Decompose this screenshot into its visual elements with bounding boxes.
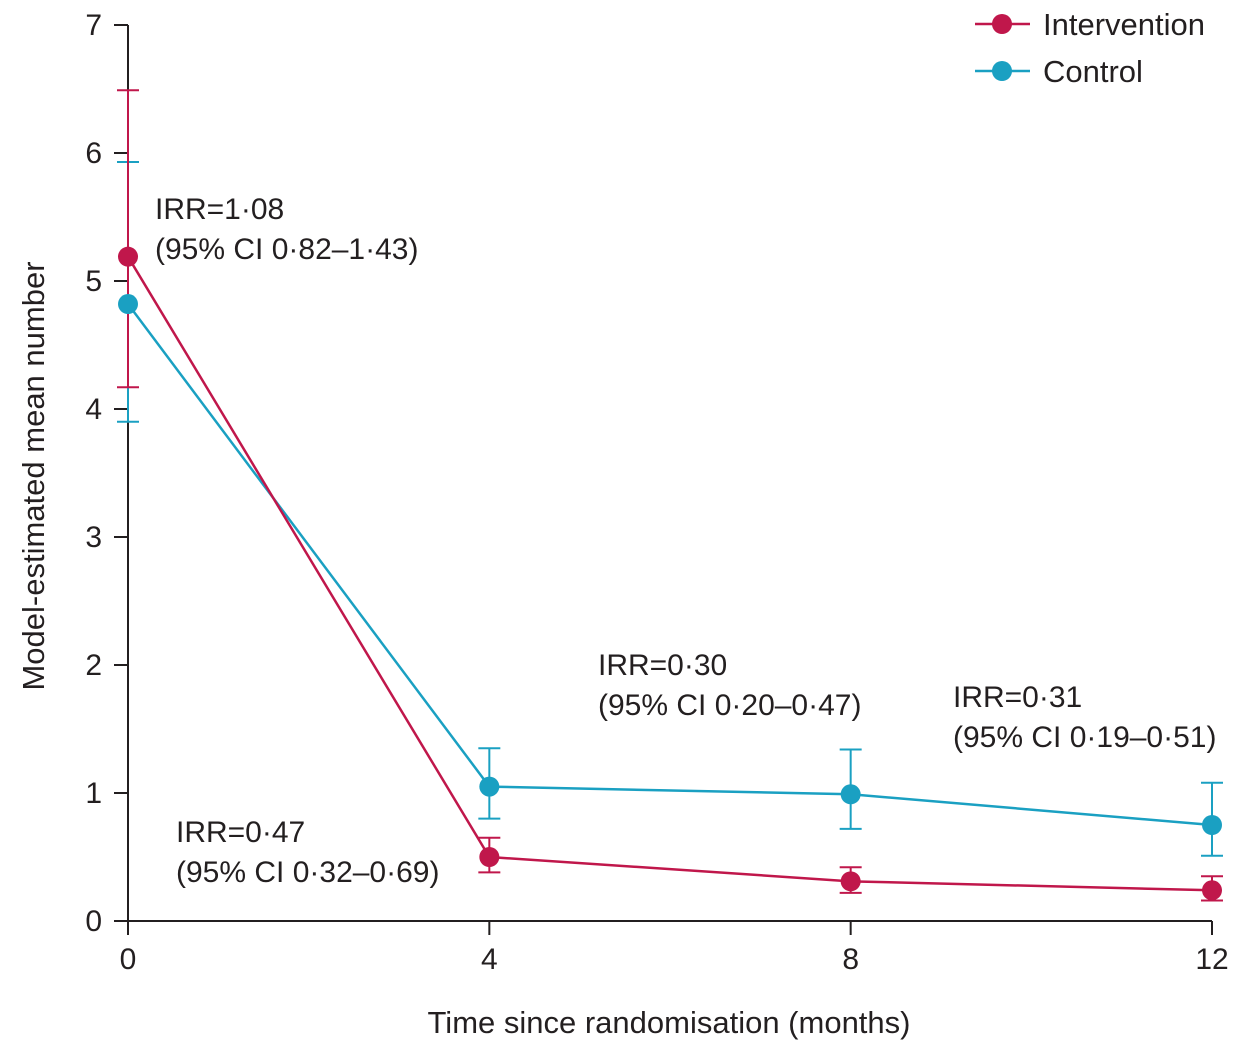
data-point-control <box>840 784 861 805</box>
y-tick-label: 5 <box>85 265 102 298</box>
irr-annotation: IRR=0·30 (95% CI 0·20–0·47) <box>598 649 861 722</box>
legend-item-intervention: Intervention <box>975 7 1205 42</box>
irr-value: IRR=0·31 <box>953 681 1082 714</box>
x-tick-label: 4 <box>481 943 498 976</box>
irr-ci: (95% CI 0·20–0·47) <box>598 689 861 722</box>
data-point-intervention <box>118 246 138 267</box>
series-line-control <box>126 303 1213 827</box>
x-axis-title: Time since randomisation (months) <box>428 1005 911 1040</box>
irr-ci: (95% CI 0·32–0·69) <box>176 856 439 889</box>
x-tick-label: 8 <box>842 943 859 976</box>
data-point-control <box>1202 815 1222 835</box>
series-line-intervention <box>126 256 1213 892</box>
irr-annotation: IRR=1·08 (95% CI 0·82–1·43) <box>155 193 418 266</box>
series-layer <box>117 89 1223 902</box>
legend-swatch-marker <box>992 14 1012 34</box>
error-bar-intervention <box>117 89 139 389</box>
legend: Intervention Control <box>975 7 1205 89</box>
data-point-control <box>118 294 138 315</box>
legend-item-control: Control <box>975 54 1143 89</box>
irr-value: IRR=0·47 <box>176 816 305 849</box>
irr-annotation: IRR=0·31 (95% CI 0·19–0·51) <box>953 681 1216 754</box>
data-point-control <box>479 776 500 797</box>
legend-swatch-marker <box>992 61 1012 81</box>
y-tick-label: 0 <box>85 905 102 938</box>
annotations: IRR=1·08 (95% CI 0·82–1·43) IRR=0·47 (95% C… <box>155 193 1216 889</box>
y-tick-label: 6 <box>85 137 102 170</box>
x-tick-label: 0 <box>120 943 137 976</box>
data-point-intervention <box>840 871 861 892</box>
y-tick-label: 1 <box>85 777 102 810</box>
legend-label: Control <box>1043 54 1143 89</box>
y-tick-label: 4 <box>85 393 102 426</box>
irr-value: IRR=0·30 <box>598 649 727 682</box>
irr-ci: (95% CI 0·19–0·51) <box>953 721 1216 754</box>
irr-value: IRR=1·08 <box>155 193 284 226</box>
y-tick-label: 2 <box>85 649 102 682</box>
irr-ci: (95% CI 0·82–1·43) <box>155 233 418 266</box>
y-tick-label: 7 <box>85 9 102 42</box>
irr-annotation: IRR=0·47 (95% CI 0·32–0·69) <box>176 816 439 889</box>
x-tick-label: 12 <box>1195 943 1228 976</box>
y-tick-label: 3 <box>85 521 102 554</box>
data-point-intervention <box>479 847 500 867</box>
y-axis-title: Model-estimated mean number <box>16 261 51 690</box>
data-point-intervention <box>1202 880 1222 901</box>
legend-label: Intervention <box>1043 7 1205 42</box>
